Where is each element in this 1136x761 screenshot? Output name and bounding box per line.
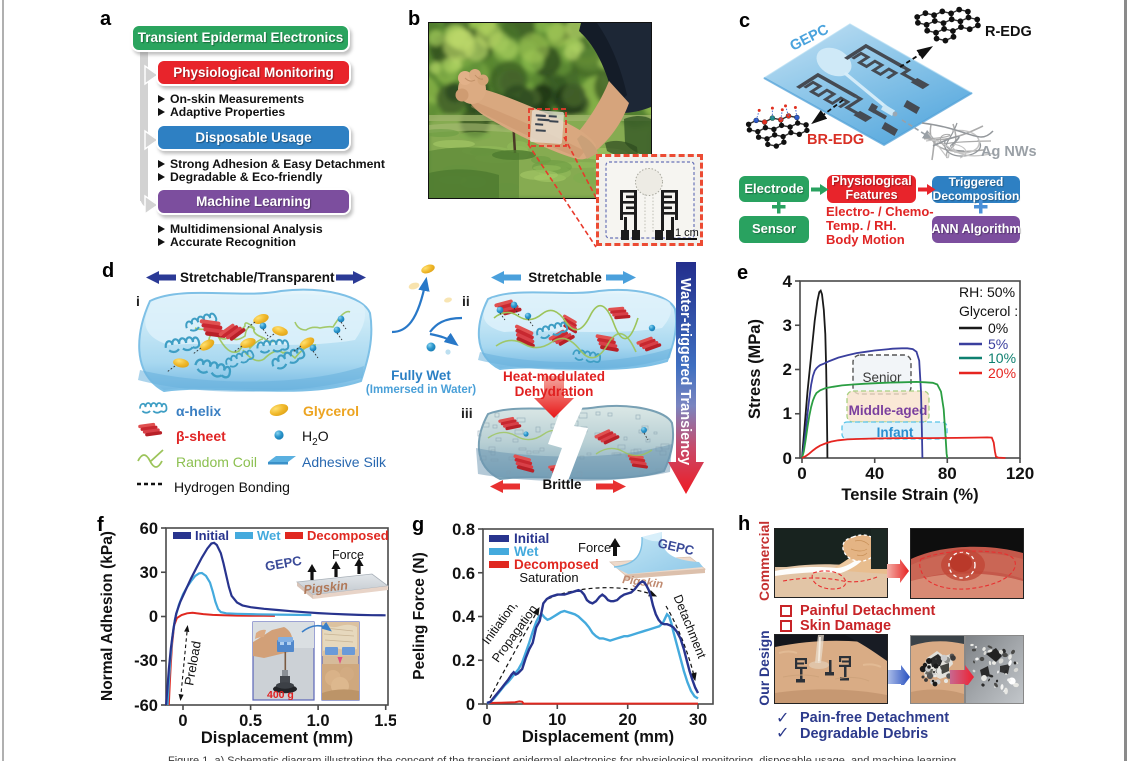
svg-text:Water-triggered Transiency: Water-triggered Transiency — [677, 278, 693, 465]
svg-text:Tensile Strain (%): Tensile Strain (%) — [841, 486, 978, 504]
svg-text:1 cm: 1 cm — [675, 227, 699, 239]
svg-text:Stress (MPa): Stress (MPa) — [746, 319, 764, 419]
svg-text:BR-EDG: BR-EDG — [807, 132, 864, 148]
svg-text:R-EDG: R-EDG — [985, 24, 1032, 40]
svg-text:0: 0 — [178, 712, 187, 730]
svg-text:Initial: Initial — [514, 531, 549, 546]
svg-text:10%: 10% — [988, 350, 1016, 366]
svg-text:10: 10 — [548, 711, 566, 729]
svg-text:1.5: 1.5 — [374, 712, 396, 730]
svg-text:Senior: Senior — [862, 370, 902, 385]
svg-text:1: 1 — [783, 404, 792, 423]
svg-text:Force: Force — [332, 548, 364, 562]
svg-text:Middle-aged: Middle-aged — [849, 403, 928, 418]
svg-text:RH: 50%: RH: 50% — [959, 284, 1015, 300]
svg-text:40: 40 — [865, 464, 884, 483]
svg-text:60: 60 — [140, 520, 158, 538]
svg-text:Pigskin: Pigskin — [303, 578, 349, 597]
svg-text:30: 30 — [689, 711, 707, 729]
svg-text:Glycerol :: Glycerol : — [959, 303, 1018, 319]
svg-text:1.0: 1.0 — [307, 712, 330, 730]
svg-text:120: 120 — [1006, 464, 1034, 483]
svg-text:0.5: 0.5 — [239, 712, 262, 730]
svg-text:Infant: Infant — [877, 425, 914, 440]
svg-text:Decomposed: Decomposed — [514, 557, 599, 572]
svg-text:0.4: 0.4 — [452, 608, 476, 626]
svg-text:20%: 20% — [988, 365, 1016, 381]
svg-text:Displacement (mm): Displacement (mm) — [522, 728, 674, 746]
svg-text:Decomposed: Decomposed — [307, 528, 389, 543]
svg-text:2: 2 — [783, 360, 792, 379]
svg-text:Initial: Initial — [195, 528, 229, 543]
svg-text:5%: 5% — [988, 336, 1008, 352]
svg-text:0.2: 0.2 — [452, 652, 475, 670]
svg-text:0: 0 — [482, 711, 491, 729]
svg-text:-60: -60 — [134, 697, 158, 715]
svg-text:Force: Force — [578, 540, 611, 555]
svg-text:Wet: Wet — [257, 528, 281, 543]
svg-text:0: 0 — [466, 696, 475, 714]
svg-text:Ag NWs: Ag NWs — [981, 144, 1036, 160]
svg-text:20: 20 — [619, 711, 637, 729]
svg-text:400 g: 400 g — [267, 689, 294, 701]
svg-text:3: 3 — [783, 316, 792, 335]
svg-text:0: 0 — [783, 449, 792, 468]
svg-text:0.6: 0.6 — [452, 565, 475, 583]
svg-text:0.8: 0.8 — [452, 521, 475, 539]
svg-text:0: 0 — [797, 464, 806, 483]
svg-text:30: 30 — [140, 564, 158, 582]
svg-text:-30: -30 — [134, 652, 158, 670]
svg-text:Displacement (mm): Displacement (mm) — [201, 729, 353, 747]
svg-text:Normal Adhesion (kPa): Normal Adhesion (kPa) — [99, 531, 116, 701]
svg-text:GEPC: GEPC — [264, 553, 303, 574]
svg-text:80: 80 — [938, 464, 957, 483]
svg-text:4: 4 — [783, 272, 793, 291]
svg-text:0: 0 — [149, 608, 158, 626]
svg-text:Peeling Force (N): Peeling Force (N) — [411, 552, 428, 679]
svg-text:Wet: Wet — [514, 544, 539, 559]
svg-text:0%: 0% — [988, 320, 1008, 336]
svg-text:Saturation: Saturation — [519, 570, 578, 585]
